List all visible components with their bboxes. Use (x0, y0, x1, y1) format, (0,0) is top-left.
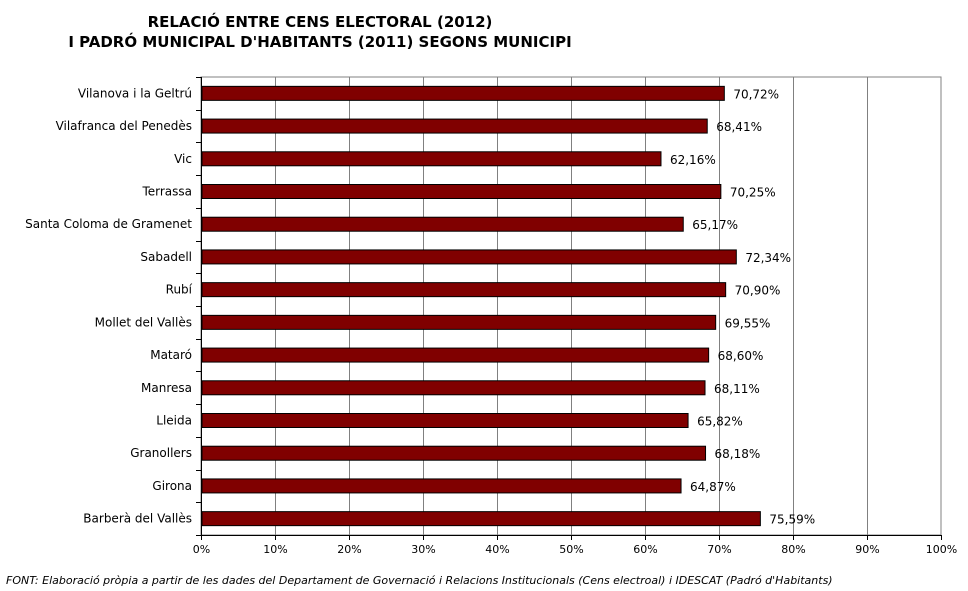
bar (201, 511, 761, 527)
data-label: 69,55% (725, 316, 771, 330)
data-label: 70,90% (735, 284, 781, 298)
bar (201, 249, 737, 265)
data-label: 68,41% (716, 120, 762, 134)
data-label: 65,82% (697, 415, 743, 429)
category-label: Manresa (141, 381, 192, 395)
category-label: Mollet del Vallès (95, 315, 192, 329)
bar (201, 445, 707, 461)
x-tick-label: 10% (263, 543, 287, 556)
data-label: 68,60% (718, 349, 764, 363)
gridlines (196, 76, 942, 540)
bar (201, 118, 708, 134)
category-label: Vilafranca del Penedès (56, 119, 192, 133)
data-label: 75,59% (769, 513, 815, 527)
category-label: Sabadell (140, 250, 192, 264)
bar (201, 184, 722, 199)
chart-title-line-1: RELACIÓ ENTRE CENS ELECTORAL (2012) (147, 13, 493, 31)
bar (201, 314, 717, 330)
x-tick-label: 90% (855, 543, 879, 556)
x-tick-label: 0% (193, 543, 210, 556)
bar (201, 478, 682, 494)
x-tick-label: 60% (633, 543, 657, 556)
data-label: 70,72% (733, 87, 779, 101)
chart-title-line-2: I PADRÓ MUNICIPAL D'HABITANTS (2011) SEG… (68, 33, 572, 51)
source-note: FONT: Elaboració pròpia a partir de les … (6, 574, 833, 587)
category-label: Rubí (166, 283, 193, 297)
bar (201, 347, 710, 363)
x-tick-labels: 0% 10% 20% 30% 40% 50% 60% 70% 80% 90% 100% (193, 543, 957, 556)
data-labels: 70,72% 68,41% 62,16% 70,25% 65,17% 72,34% 70,9… (670, 87, 815, 526)
category-label: Mataró (150, 348, 192, 362)
category-label: Barberà del Vallès (83, 512, 192, 526)
bar (201, 282, 727, 298)
chart-title: RELACIÓ ENTRE CENS ELECTORAL (2012) I PA… (0, 12, 640, 52)
data-label: 64,87% (690, 480, 736, 494)
category-label: Terrassa (141, 185, 192, 199)
bar (201, 151, 662, 167)
category-label: Vic (174, 152, 192, 166)
category-label: Lleida (156, 414, 192, 428)
bar (201, 85, 725, 101)
x-tick-label: 80% (781, 543, 805, 556)
bar (201, 380, 706, 396)
category-label: Granollers (130, 446, 192, 460)
data-label: 65,17% (692, 218, 738, 232)
data-label: 70,25% (730, 186, 776, 200)
bars (201, 85, 761, 527)
data-label: 68,11% (714, 382, 760, 396)
bar (201, 413, 689, 428)
data-label: 72,34% (745, 251, 791, 265)
category-labels: Vilanova i la Geltrú Vilafranca del Pened… (25, 86, 193, 525)
x-tick-label: 30% (411, 543, 435, 556)
x-tick-label: 50% (559, 543, 583, 556)
bar-chart: Vilanova i la Geltrú Vilafranca del Pened… (25, 76, 957, 556)
data-label: 62,16% (670, 153, 716, 167)
x-tick-label: 100% (926, 543, 957, 556)
x-tick-label: 40% (485, 543, 509, 556)
x-tick-label: 20% (337, 543, 361, 556)
category-label: Vilanova i la Geltrú (78, 86, 192, 100)
bar (201, 216, 684, 232)
category-label: Santa Coloma de Gramenet (25, 217, 192, 231)
data-label: 68,18% (715, 447, 761, 461)
category-label: Girona (152, 479, 192, 493)
x-tick-label: 70% (707, 543, 731, 556)
